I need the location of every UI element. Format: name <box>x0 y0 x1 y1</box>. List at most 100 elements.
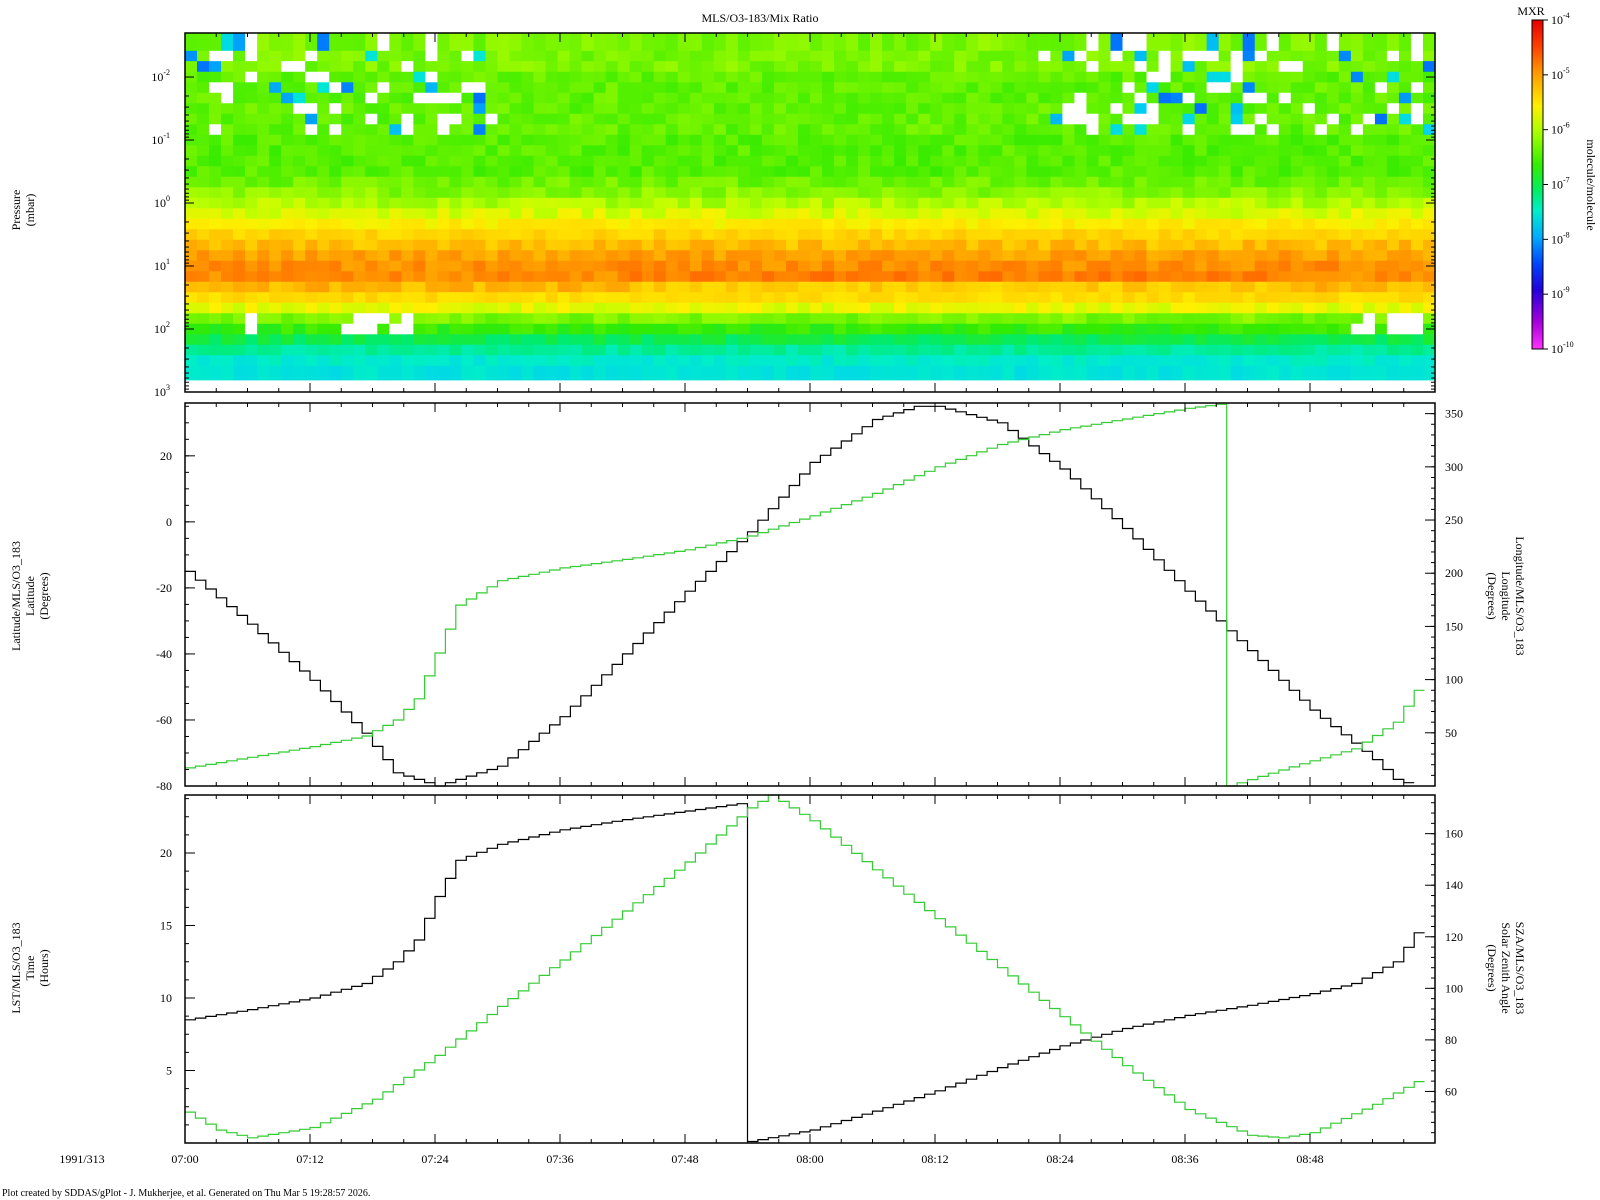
heatmap-cell <box>629 134 643 146</box>
heatmap-cell <box>1206 208 1220 220</box>
heatmap-cell <box>1362 218 1376 230</box>
heatmap-cell <box>461 113 475 125</box>
heatmap-cell <box>810 187 823 199</box>
heatmap-cell <box>858 281 871 293</box>
heatmap-cell <box>185 239 198 251</box>
heatmap-cell <box>377 197 390 209</box>
heatmap-cell <box>509 113 523 125</box>
heatmap-cell <box>497 103 511 115</box>
heatmap-cell <box>581 239 595 251</box>
heatmap-cell <box>629 250 643 262</box>
heatmap-cell <box>329 113 342 125</box>
heatmap-cell <box>1194 260 1208 272</box>
heatmap-cell <box>557 323 571 335</box>
heatmap-cell <box>677 82 691 94</box>
heatmap-cell <box>822 313 835 325</box>
heatmap-cell <box>557 113 571 125</box>
heatmap-cell <box>221 313 234 325</box>
pressure-mix-ratio-panel: MLS/O3-183/Mix Ratio 10-210-110010110210… <box>9 11 1436 399</box>
heatmap-cell <box>1014 50 1027 62</box>
heatmap-cell <box>737 208 751 220</box>
heatmap-cell <box>822 71 835 83</box>
heatmap-cell <box>1410 176 1424 188</box>
heatmap-cell <box>954 208 967 220</box>
heatmap-cell <box>1098 344 1112 356</box>
heatmap-cell <box>1014 250 1027 262</box>
heatmap-cell <box>317 50 330 62</box>
heatmap-cell <box>521 250 535 262</box>
heatmap-cell <box>1338 281 1352 293</box>
heatmap-cell <box>1218 197 1232 209</box>
heatmap-cell <box>966 197 979 209</box>
heatmap-cell <box>185 365 198 381</box>
heatmap-cell <box>713 82 727 94</box>
heatmap-cell <box>810 271 823 283</box>
heatmap-cell <box>533 313 547 325</box>
heatmap-cell <box>822 187 835 199</box>
heatmap-cell <box>966 239 979 251</box>
heatmap-cell <box>1350 50 1364 62</box>
heatmap-cell <box>1254 250 1268 262</box>
heatmap-cell <box>906 124 919 136</box>
heatmap-cell <box>269 281 282 293</box>
heatmap-cell <box>497 71 511 83</box>
heatmap-cell <box>197 281 210 293</box>
heatmap-cell <box>1026 302 1039 314</box>
heatmap-cell <box>605 71 619 83</box>
heatmap-cell <box>1230 61 1244 73</box>
heatmap-cell <box>894 187 907 199</box>
heatmap-cell <box>1350 250 1364 262</box>
heatmap-cell <box>701 239 715 251</box>
heatmap-cell <box>389 71 402 83</box>
heatmap-cell <box>509 166 523 178</box>
heatmap-cell <box>1158 71 1172 83</box>
heatmap-cell <box>1122 187 1136 199</box>
heatmap-cell <box>305 113 318 125</box>
heatmap-cell <box>713 260 727 272</box>
heatmap-cell <box>1002 187 1015 199</box>
heatmap-cell <box>461 166 475 178</box>
heatmap-cell <box>689 50 703 62</box>
heatmap-cell <box>617 176 631 188</box>
heatmap-cell <box>353 61 366 73</box>
heatmap-cell <box>497 166 511 178</box>
heatmap-cell <box>797 103 811 115</box>
heatmap-cell <box>1374 334 1388 346</box>
heatmap-cell <box>1230 323 1244 335</box>
heatmap-cell <box>846 323 859 335</box>
heatmap-cell <box>221 292 234 304</box>
heatmap-cell <box>593 71 607 83</box>
heatmap-cell <box>569 334 583 346</box>
heatmap-cell <box>822 344 835 356</box>
heatmap-cell <box>906 33 919 52</box>
heatmap-cell <box>918 113 931 125</box>
heatmap-cell <box>1206 323 1220 335</box>
heatmap-cell <box>605 292 619 304</box>
heatmap-cell <box>761 229 775 241</box>
heatmap-cell <box>533 302 547 314</box>
heatmap-cell <box>1398 271 1412 283</box>
heatmap-cell <box>1386 166 1400 178</box>
heatmap-cell <box>761 260 775 272</box>
heatmap-cell <box>737 145 751 157</box>
heatmap-cell <box>1314 365 1328 381</box>
heatmap-cell <box>894 50 907 62</box>
heatmap-cell <box>473 229 487 241</box>
heatmap-cell <box>653 218 667 230</box>
heatmap-cell <box>1146 355 1160 367</box>
heatmap-cell <box>1398 113 1412 125</box>
heatmap-cell <box>1122 271 1136 283</box>
heatmap-cell <box>629 323 643 335</box>
heatmap-cell <box>810 355 823 367</box>
heatmap-cell <box>1278 281 1292 293</box>
heatmap-cell <box>846 218 859 230</box>
pressure-axis-label: Pressure <box>9 190 23 231</box>
heatmap-cell <box>1122 239 1136 251</box>
heatmap-cell <box>605 103 619 115</box>
heatmap-cell <box>365 292 378 304</box>
heatmap-cell <box>677 271 691 283</box>
heatmap-cell <box>269 323 282 335</box>
heatmap-cell <box>545 355 559 367</box>
heatmap-cell <box>665 271 679 283</box>
heatmap-cell <box>245 124 258 136</box>
